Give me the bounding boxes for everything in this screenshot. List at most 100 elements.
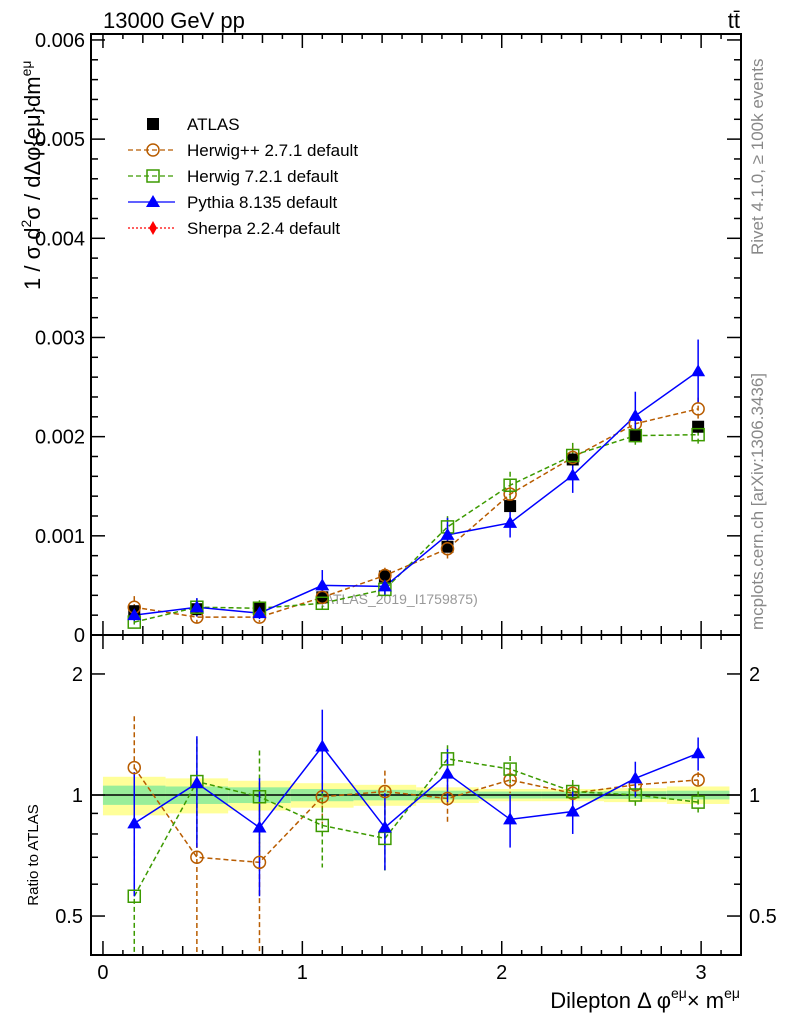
pythia-main-point (377, 579, 392, 592)
herwig-ratio-point (691, 795, 705, 809)
pythia-main-line (134, 370, 699, 616)
pythia-main-point (252, 606, 267, 619)
x-tick-label: 0 (97, 962, 108, 984)
xlabel-part: × m (687, 988, 724, 1013)
herwig-main-point (565, 448, 580, 463)
legend-label: Sherpa 2.2.4 default (187, 219, 340, 238)
herwigpp-main-point (691, 402, 705, 416)
y-tick-label: 0.004 (35, 228, 85, 250)
herwigpp-ratio-point (190, 850, 204, 865)
legend-label: Herwig++ 2.7.1 default (187, 141, 358, 160)
pythia-ratio-point (565, 804, 580, 817)
x-tick-label: 3 (696, 962, 707, 984)
herwigpp-ratio-point (691, 773, 705, 787)
herwig-ratio-point (315, 818, 330, 833)
pythia-ratio-point (127, 816, 142, 829)
atlas-point (504, 500, 517, 513)
y-tick-label: 0 (74, 625, 85, 647)
herwigpp-main-point (503, 487, 517, 501)
y-tick-label: 0.002 (35, 427, 85, 449)
pythia-ratio-point (315, 739, 330, 752)
legend-label: ATLAS (187, 115, 240, 134)
herwig-ratio-point (503, 762, 517, 776)
herwig-main-point (691, 427, 705, 442)
x-tick-label: 2 (496, 962, 507, 984)
ratio-y-label: Ratio to ATLAS (25, 804, 42, 905)
pythia-ratio-point (189, 776, 204, 789)
atlas-point (629, 429, 642, 442)
atlas-point (692, 420, 705, 433)
ratio-y-tick-label: 1 (72, 785, 83, 807)
herwigpp-ratio-point (315, 790, 330, 804)
pythia-main-point (189, 600, 204, 613)
pythia-ratio-point (691, 746, 706, 759)
pythia-ratio-point (440, 766, 455, 779)
herwigpp-ratio-point (440, 791, 455, 806)
herwigpp-ratio-line (133, 767, 699, 864)
herwig-main-point (315, 596, 330, 611)
xlabel-sup: eμ (724, 985, 740, 1001)
herwigpp-ratio-point (503, 773, 517, 787)
ylabel-sup: eμ (18, 61, 34, 77)
plot-title: 13000 GeV pp (103, 8, 245, 33)
herwigpp-main-point (440, 541, 455, 556)
ratio-y-tick-label: 2 (72, 664, 83, 686)
pythia-main-point (503, 515, 518, 528)
y-tick-label: 0.005 (35, 129, 85, 151)
y-tick-label: 0.006 (35, 30, 85, 52)
ratio-y-tick-label: 0.5 (55, 906, 83, 928)
herwig-main-line (134, 433, 699, 623)
pythia-main-point (315, 578, 330, 591)
pythia-main-point (440, 527, 455, 540)
herwigpp-ratio-point (378, 784, 392, 799)
axes: 0 1 2 3 0 0.001 0.002 0.003 0.004 0.005 0.006 0.5 0.… (35, 30, 777, 984)
legend-marker (149, 221, 157, 235)
y-tick-label: 0.001 (35, 526, 85, 548)
atlas-point (378, 570, 391, 583)
y-tick-label: 0.003 (35, 327, 85, 349)
legend-marker (146, 195, 160, 207)
y-axis-label: 1 / σ d2σ / dΔφ{eμ}dmeμ (18, 61, 45, 290)
legend-marker (146, 143, 160, 157)
ylabel-part: σ / dΔφ{eμ}dm (20, 76, 45, 219)
ylabel-part: 1 / σ d (20, 228, 45, 291)
pythia-ratio-point (628, 771, 643, 784)
ratio-y-tick-label-right: 2 (749, 664, 760, 686)
pythia-main-point (628, 408, 643, 421)
herwig-ratio-point (378, 831, 392, 846)
mcplots-label: mcplots.cern.ch [arXiv:1306.3436] (748, 373, 767, 630)
herwig-main-point (503, 478, 517, 492)
pythia-main-point (565, 468, 580, 481)
rivet-label: Rivet 4.1.0, ≥ 100k events (748, 59, 767, 255)
x-tick-label: 1 (297, 962, 308, 984)
process-label: tt̄ (728, 8, 740, 33)
herwig-ratio-point (440, 752, 455, 766)
ylabel-sup: 2 (18, 220, 34, 228)
herwig-ratio-point (628, 788, 643, 802)
xlabel-sup: eμ (671, 985, 687, 1001)
ratio-y-tick-label-right: 1 (749, 785, 760, 807)
legend: ATLAS Herwig++ 2.7.1 default Herwig 7.2.1 … (128, 115, 358, 238)
herwig-ratio-point (565, 784, 580, 799)
pythia-main-point (127, 608, 142, 621)
pythia-ratio-point (503, 812, 518, 825)
herwig-ratio-line (133, 758, 699, 897)
pythia-ratio-line (133, 745, 699, 829)
herwig-ratio-point (127, 889, 142, 903)
legend-label: Pythia 8.135 default (187, 193, 338, 212)
legend-marker (147, 118, 159, 130)
xlabel-part: Dilepton Δ φ (550, 988, 671, 1013)
x-axis-label: Dilepton Δ φeμ× meμ (550, 985, 740, 1013)
pythia-ratio-point (252, 820, 267, 833)
data-marks (127, 339, 706, 955)
ratio-y-tick-label-right: 0.5 (749, 906, 777, 928)
herwig-ratio-point (252, 790, 267, 804)
legend-marker (146, 169, 160, 183)
herwig-main-point (628, 428, 643, 443)
herwigpp-ratio-point (127, 760, 142, 775)
legend-label: Herwig 7.2.1 default (187, 167, 338, 186)
pythia-ratio-point (377, 820, 392, 833)
herwigpp-main-line (134, 408, 699, 618)
herwigpp-ratio-point (252, 855, 267, 870)
